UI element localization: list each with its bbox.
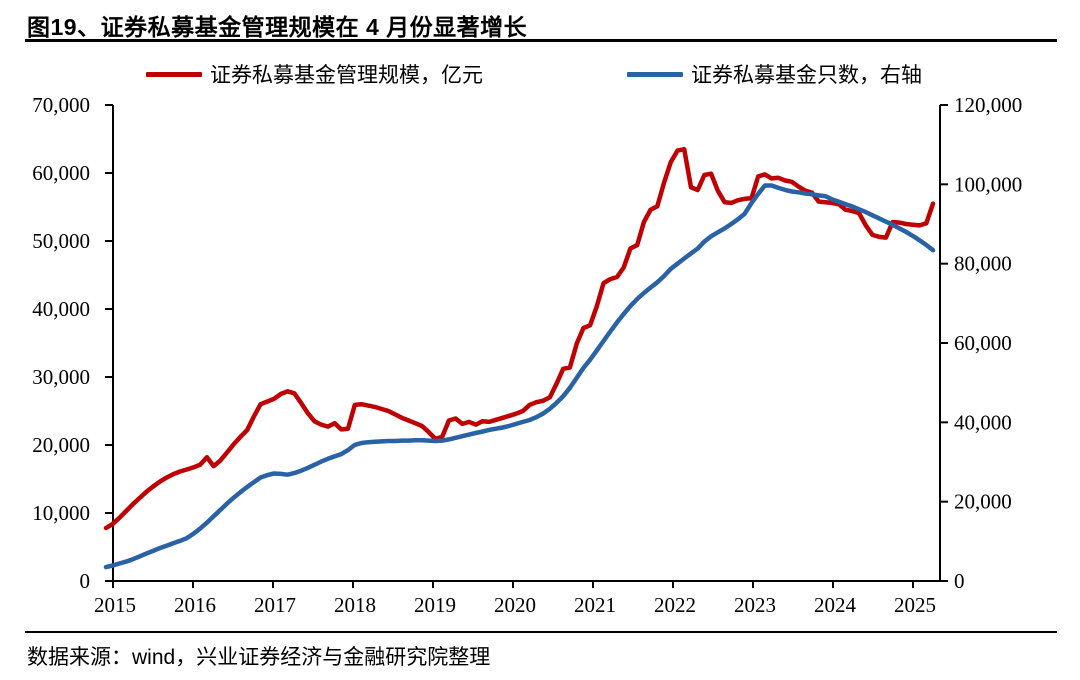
legend-item-scale: 证券私募基金管理规模，亿元 bbox=[146, 62, 483, 87]
data-source-note: 数据来源：wind，兴业证券经济与金融研究院整理 bbox=[27, 646, 491, 669]
left-axis-tick-label: 40,000 bbox=[32, 297, 90, 321]
right-axis-tick-label: 60,000 bbox=[954, 331, 1012, 355]
legend-item-count: 证券私募基金只数，右轴 bbox=[627, 62, 922, 87]
left-axis-tick-label: 70,000 bbox=[32, 93, 90, 117]
axes bbox=[105, 104, 948, 588]
right-axis-tick-label: 100,000 bbox=[954, 172, 1022, 196]
right-axis-tick-label: 120,000 bbox=[954, 93, 1022, 117]
legend-label-scale: 证券私募基金管理规模，亿元 bbox=[210, 63, 483, 87]
x-axis-year-label: 2017 bbox=[254, 593, 296, 617]
left-axis-tick-label: 30,000 bbox=[32, 365, 90, 389]
title-divider bbox=[25, 39, 1057, 42]
x-axis-year-label: 2024 bbox=[814, 593, 857, 617]
left-axis-tick-label: 0 bbox=[80, 569, 91, 593]
left-axis-tick-label: 50,000 bbox=[32, 229, 90, 253]
right-axis-tick-label: 40,000 bbox=[954, 410, 1012, 434]
left-axis-tick-label: 10,000 bbox=[32, 501, 90, 525]
x-axis-year-label: 2015 bbox=[94, 593, 136, 617]
x-axis-year-label: 2016 bbox=[174, 593, 216, 617]
red-line-swatch bbox=[146, 71, 202, 77]
scale-line-series bbox=[103, 146, 936, 531]
left-axis-tick-label: 60,000 bbox=[32, 161, 90, 185]
right-axis-tick-label: 80,000 bbox=[954, 252, 1012, 276]
left-axis-tick-label: 20,000 bbox=[32, 433, 90, 457]
x-axis-year-label: 2020 bbox=[494, 593, 536, 617]
footer-divider bbox=[25, 631, 1057, 633]
count-line-series bbox=[103, 183, 936, 570]
right-axis-tick-label: 0 bbox=[954, 569, 965, 593]
x-axis-year-label: 2018 bbox=[334, 593, 376, 617]
blue-line-swatch bbox=[627, 71, 683, 77]
x-axis-year-label: 2021 bbox=[574, 593, 616, 617]
x-axis-year-label: 2022 bbox=[654, 593, 696, 617]
x-axis-year-label: 2025 bbox=[894, 593, 936, 617]
chart-title: 图19、证券私募基金管理规模在 4 月份显著增长 bbox=[27, 14, 528, 40]
right-axis-tick-label: 20,000 bbox=[954, 490, 1012, 514]
x-axis-year-label: 2023 bbox=[734, 593, 776, 617]
x-axis-year-label: 2019 bbox=[414, 593, 456, 617]
legend-label-count: 证券私募基金只数，右轴 bbox=[691, 63, 922, 87]
